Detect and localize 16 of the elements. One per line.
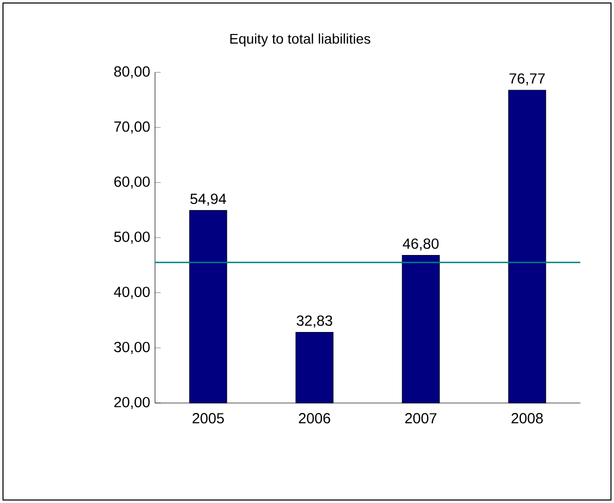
x-tick-label: 2008 <box>512 413 543 424</box>
y-tick-label: 30,00 <box>114 342 150 354</box>
y-tick-label: 40,00 <box>114 286 150 299</box>
data-label: 46,80 <box>402 238 439 251</box>
y-tick-label: 20,00 <box>114 396 150 410</box>
data-label: 76,77 <box>510 73 545 86</box>
x-tick-label: 2005 <box>192 413 224 424</box>
x-tick-label: 2007 <box>405 413 436 424</box>
y-tick-label: 80,00 <box>114 66 150 78</box>
y-tick-label: 50,00 <box>114 232 150 244</box>
y-tick-label: 60,00 <box>114 176 150 189</box>
x-tick-label: 2006 <box>298 413 330 424</box>
data-label: 54,94 <box>190 194 226 206</box>
chart-title: Equity to total liabilities <box>230 33 370 47</box>
y-tick-label: 70,00 <box>114 121 150 134</box>
data-label: 32,83 <box>296 315 332 328</box>
